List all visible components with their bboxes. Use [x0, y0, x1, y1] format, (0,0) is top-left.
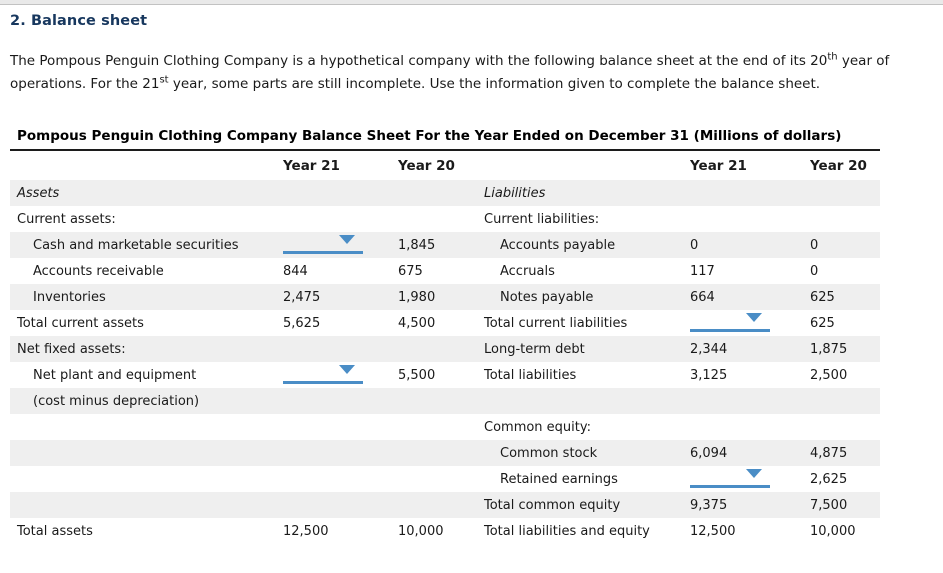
accruals-year21-value: 117 — [690, 263, 715, 279]
total-current-liabilities-year20-value: 625 — [810, 315, 835, 331]
table-row: Assets Liabilities — [10, 180, 880, 206]
common-stock-label: Common stock — [500, 445, 598, 461]
total-current-liabilities-year21-cell — [690, 311, 810, 336]
total-assets-year20-value: 10,000 — [398, 523, 444, 539]
header-year21-left: Year 21 — [283, 157, 340, 174]
total-assets-label: Total assets — [17, 523, 93, 539]
problem-description: The Pompous Penguin Clothing Company is … — [10, 50, 933, 96]
notes-payable-year21-value: 664 — [690, 289, 715, 305]
cash-year20-value: 1,845 — [398, 237, 436, 253]
table-row: Common equity: — [10, 414, 880, 440]
total-liabilities-year21-value: 3,125 — [690, 367, 728, 383]
accounts-payable-year21-value: 0 — [690, 237, 699, 253]
common-equity-label: Common equity: — [484, 419, 592, 435]
header-year21-right: Year 21 — [690, 157, 747, 174]
inventories-label: Inventories — [33, 289, 106, 305]
current-liabilities-label: Current liabilities: — [484, 211, 600, 227]
retained-earnings-year21-cell — [690, 467, 810, 492]
long-term-debt-year20-value: 1,875 — [810, 341, 848, 357]
accounts-receivable-label: Accounts receivable — [33, 263, 164, 279]
table-row: Inventories 2,475 1,980 Notes payable 66… — [10, 284, 880, 310]
table-row: Total current assets 5,625 4,500 Total c… — [10, 310, 880, 336]
dropdown-arrow-icon — [746, 468, 762, 478]
total-current-assets-label: Total current assets — [17, 315, 144, 331]
accounts-receivable-year20-value: 675 — [398, 263, 423, 279]
table-row: Net fixed assets: Long-term debt 2,344 1… — [10, 336, 880, 362]
total-current-liabilities-year21-dropdown[interactable] — [690, 311, 770, 332]
table-row: Accounts receivable 844 675 Accruals 117… — [10, 258, 880, 284]
intro-text-1: The Pompous Penguin Clothing Company is … — [10, 53, 828, 69]
net-plant-equipment-year21-dropdown[interactable] — [283, 363, 363, 384]
balance-sheet-table: Pompous Penguin Clothing Company Balance… — [10, 128, 880, 544]
common-stock-year20-value: 4,875 — [810, 445, 848, 461]
notes-payable-label: Notes payable — [500, 289, 594, 305]
net-plant-equipment-label: Net plant and equipment — [33, 367, 197, 383]
table-row: (cost minus depreciation) — [10, 388, 880, 414]
current-assets-label: Current assets: — [17, 211, 116, 227]
table-row: Common stock 6,094 4,875 — [10, 440, 880, 466]
inventories-year21-value: 2,475 — [283, 289, 321, 305]
long-term-debt-year21-value: 2,344 — [690, 341, 728, 357]
total-liabilities-year20-value: 2,500 — [810, 367, 848, 383]
intro-text-2: year of operations. For the 21 — [10, 53, 890, 92]
total-liabilities-equity-year20-value: 10,000 — [810, 523, 856, 539]
cost-minus-depreciation-label: (cost minus depreciation) — [33, 393, 200, 409]
table-row: Total assets 12,500 10,000 Total liabili… — [10, 518, 880, 544]
top-divider — [0, 0, 943, 5]
notes-payable-year20-value: 625 — [810, 289, 835, 305]
net-plant-equipment-year20-value: 5,500 — [398, 367, 436, 383]
retained-earnings-label: Retained earnings — [500, 471, 618, 487]
total-current-assets-year21-value: 5,625 — [283, 315, 321, 331]
common-stock-year21-value: 6,094 — [690, 445, 728, 461]
liabilities-section-label: Liabilities — [484, 185, 546, 201]
net-plant-equipment-year21-cell — [283, 363, 398, 388]
accruals-label: Accruals — [500, 263, 555, 279]
total-current-liabilities-label: Total current liabilities — [484, 315, 628, 331]
ordinal-sup-st: st — [159, 74, 169, 86]
table-row: Current assets: Current liabilities: — [10, 206, 880, 232]
table-title: Pompous Penguin Clothing Company Balance… — [10, 128, 880, 151]
total-current-assets-year20-value: 4,500 — [398, 315, 436, 331]
total-liabilities-label: Total liabilities — [484, 367, 577, 383]
cash-label: Cash and marketable securities — [33, 237, 239, 253]
cash-year21-dropdown[interactable] — [283, 233, 363, 254]
problem-title: 2. Balance sheet — [10, 13, 148, 29]
total-common-equity-label: Total common equity — [484, 497, 621, 513]
total-liabilities-equity-label: Total liabilities and equity — [484, 523, 650, 539]
header-year20-left: Year 20 — [398, 157, 455, 174]
total-liabilities-equity-year21-value: 12,500 — [690, 523, 736, 539]
net-fixed-assets-label: Net fixed assets: — [17, 341, 126, 357]
problem-panel: 2. Balance sheet The Pompous Penguin Clo… — [0, 13, 943, 544]
inventories-year20-value: 1,980 — [398, 289, 436, 305]
accruals-year20-value: 0 — [810, 263, 819, 279]
intro-text-3: year, some parts are still incomplete. U… — [168, 76, 821, 92]
accounts-payable-year20-value: 0 — [810, 237, 819, 253]
total-common-equity-year20-value: 7,500 — [810, 497, 848, 513]
accounts-payable-label: Accounts payable — [500, 237, 616, 253]
total-assets-year21-value: 12,500 — [283, 523, 329, 539]
dropdown-arrow-icon — [339, 364, 355, 374]
table-row: Total common equity 9,375 7,500 — [10, 492, 880, 518]
retained-earnings-year21-dropdown[interactable] — [690, 467, 770, 488]
table-row: Net plant and equipment 5,500 Total liab… — [10, 362, 880, 388]
ordinal-sup-th: th — [827, 51, 838, 63]
dropdown-arrow-icon — [339, 234, 355, 244]
total-common-equity-year21-value: 9,375 — [690, 497, 728, 513]
table-row: Cash and marketable securities 1,845 Acc… — [10, 232, 880, 258]
retained-earnings-year20-value: 2,625 — [810, 471, 848, 487]
accounts-receivable-year21-value: 844 — [283, 263, 308, 279]
cash-year21-cell — [283, 233, 398, 258]
assets-section-label: Assets — [17, 185, 60, 201]
long-term-debt-label: Long-term debt — [484, 341, 585, 357]
dropdown-arrow-icon — [746, 312, 762, 322]
header-year20-right: Year 20 — [810, 157, 867, 174]
table-row: Retained earnings 2,625 — [10, 466, 880, 492]
table-header-row: Year 21 Year 20 Year 21 Year 20 — [10, 151, 880, 180]
